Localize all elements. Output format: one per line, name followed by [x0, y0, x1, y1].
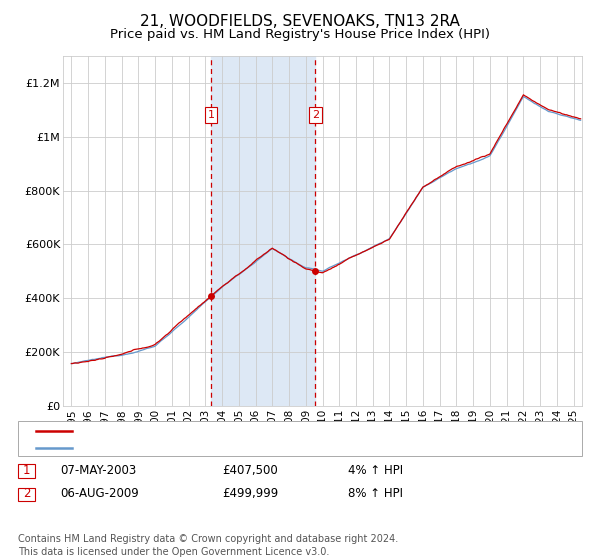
Text: 4% ↑ HPI: 4% ↑ HPI	[348, 464, 403, 477]
Text: 2: 2	[312, 110, 319, 120]
Text: 21, WOODFIELDS, SEVENOAKS, TN13 2RA (detached house): 21, WOODFIELDS, SEVENOAKS, TN13 2RA (det…	[78, 424, 431, 437]
Text: 2: 2	[23, 487, 30, 501]
Text: £407,500: £407,500	[222, 464, 278, 477]
Text: HPI: Average price, detached house, Sevenoaks: HPI: Average price, detached house, Seve…	[78, 441, 360, 454]
Text: 8% ↑ HPI: 8% ↑ HPI	[348, 487, 403, 501]
Text: 07-MAY-2003: 07-MAY-2003	[60, 464, 136, 477]
Bar	[574, 56, 582, 406]
Text: 1: 1	[208, 110, 215, 120]
Text: 06-AUG-2009: 06-AUG-2009	[60, 487, 139, 501]
Text: Contains HM Land Registry data © Crown copyright and database right 2024.
This d: Contains HM Land Registry data © Crown c…	[18, 534, 398, 557]
Text: £499,999: £499,999	[222, 487, 278, 501]
Text: 1: 1	[23, 464, 30, 477]
Bar	[211, 56, 316, 406]
Text: Price paid vs. HM Land Registry's House Price Index (HPI): Price paid vs. HM Land Registry's House …	[110, 28, 490, 41]
Text: 21, WOODFIELDS, SEVENOAKS, TN13 2RA: 21, WOODFIELDS, SEVENOAKS, TN13 2RA	[140, 14, 460, 29]
